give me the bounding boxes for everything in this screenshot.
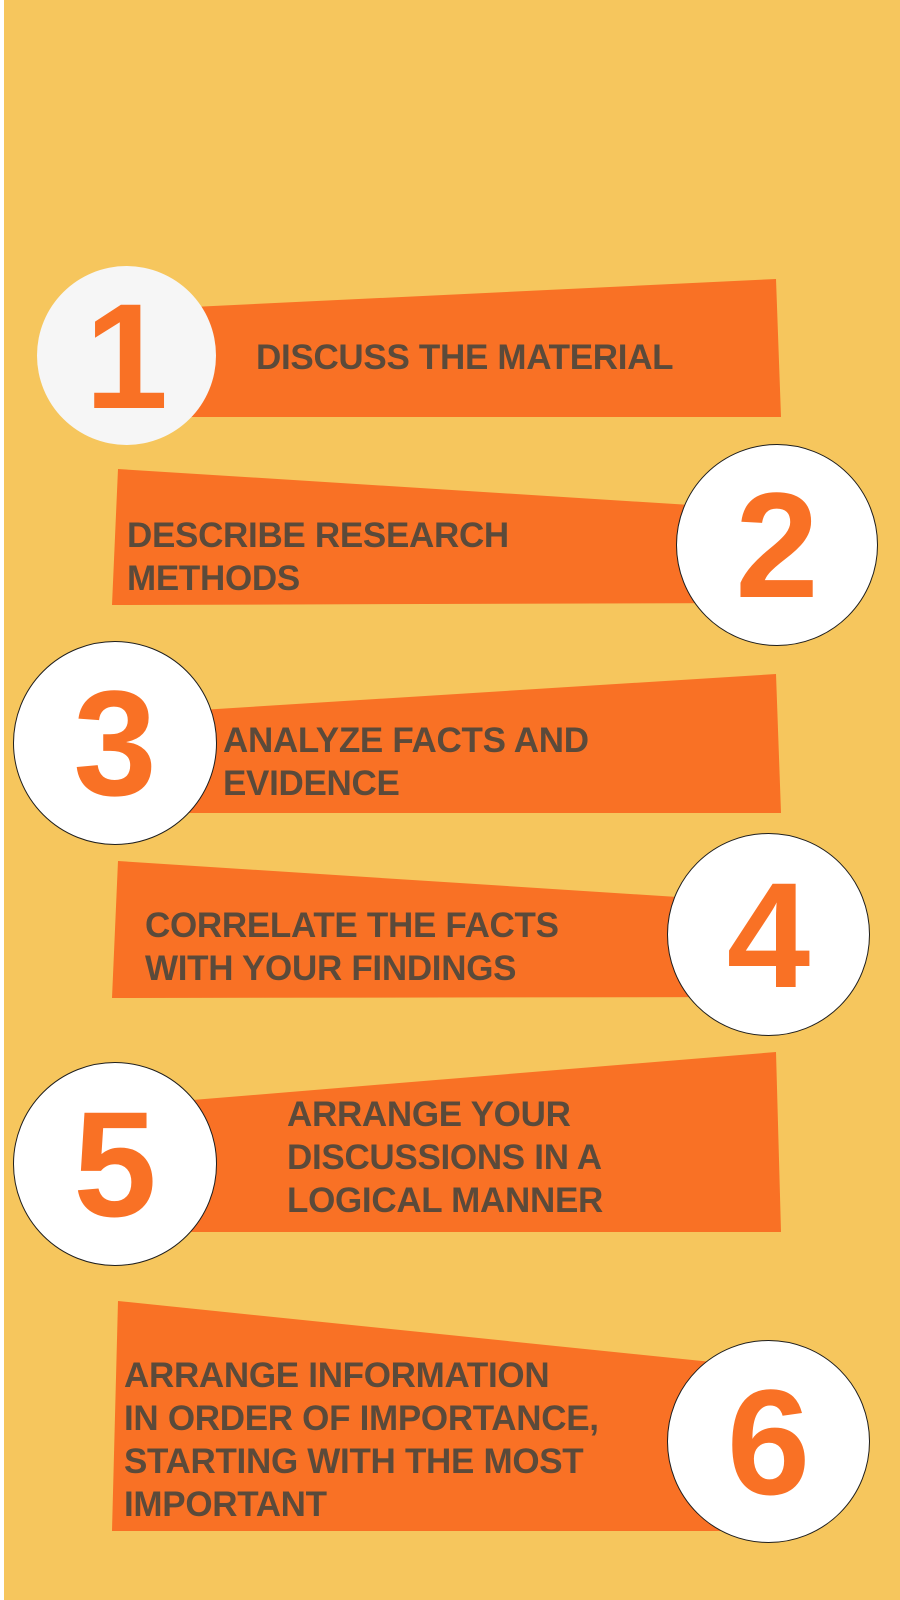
- step-5-number: 5: [73, 1080, 157, 1248]
- step-6-circle: 6: [667, 1340, 870, 1543]
- step-4-number: 4: [726, 850, 811, 1019]
- step-4-circle: 4: [667, 833, 870, 1036]
- step-1-circle: 1: [37, 266, 216, 445]
- step-6-label: ARRANGE INFORMATION IN ORDER OF IMPORTAN…: [124, 1356, 599, 1524]
- step-2-number: 2: [735, 461, 819, 629]
- step-2-circle: 2: [676, 444, 878, 646]
- step-3-label: ANALYZE FACTS AND EVIDENCE: [223, 721, 589, 803]
- step-5-circle: 5: [13, 1062, 217, 1266]
- step-3-number: 3: [73, 659, 157, 827]
- step-5-label: ARRANGE YOUR DISCUSSIONS IN A LOGICAL MA…: [287, 1095, 603, 1220]
- step-3-circle: 3: [13, 641, 217, 845]
- step-2-label: DESCRIBE RESEARCH METHODS: [127, 516, 509, 598]
- step-6-number: 6: [726, 1357, 811, 1526]
- step-1-label: DISCUSS THE MATERIAL: [256, 338, 674, 377]
- step-4-label: CORRELATE THE FACTS WITH YOUR FINDINGS: [145, 906, 559, 988]
- step-1-number: 1: [84, 271, 169, 440]
